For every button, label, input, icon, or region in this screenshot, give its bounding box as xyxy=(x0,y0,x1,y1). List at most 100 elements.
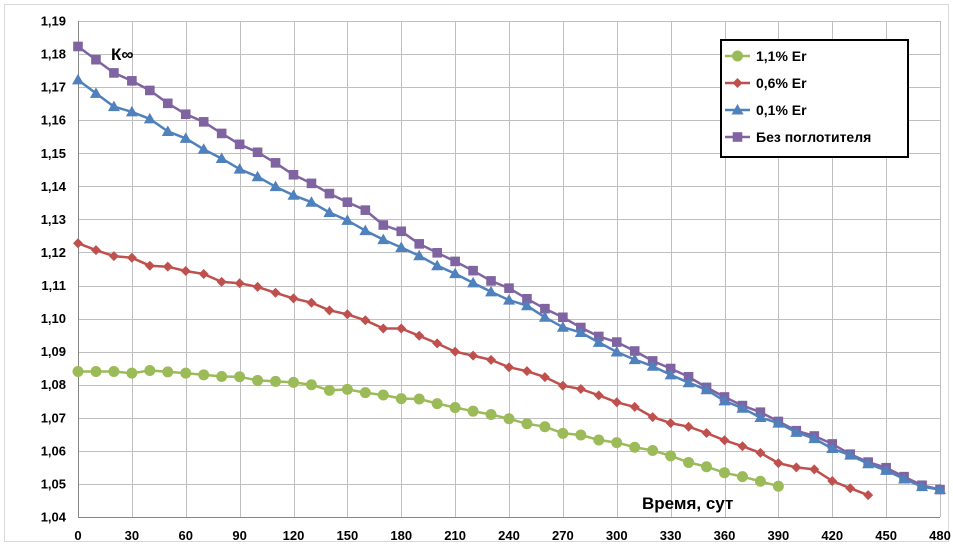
y-tick-label: 1,17 xyxy=(41,80,66,95)
data-point xyxy=(359,224,372,236)
data-point xyxy=(773,458,784,469)
data-point xyxy=(378,323,389,334)
data-point xyxy=(198,268,209,279)
data-point xyxy=(718,394,731,406)
data-point xyxy=(575,429,587,441)
data-point xyxy=(73,41,83,52)
data-point xyxy=(610,345,623,357)
data-point xyxy=(772,480,784,492)
data-point xyxy=(414,239,425,249)
data-point xyxy=(145,85,155,96)
data-point xyxy=(89,87,102,98)
data-point xyxy=(468,350,479,361)
legend-item: 0,6% Er xyxy=(725,75,807,91)
series-diamond xyxy=(73,238,874,501)
data-point xyxy=(934,483,946,495)
data-point xyxy=(593,434,605,446)
data-point xyxy=(288,293,299,304)
x-tick-label: 90 xyxy=(232,528,246,543)
data-point xyxy=(234,139,245,150)
y-tick-label: 1,07 xyxy=(41,410,66,425)
data-point xyxy=(127,76,137,86)
data-point xyxy=(108,251,119,262)
series-line xyxy=(78,369,779,488)
data-point xyxy=(556,321,569,332)
data-point xyxy=(180,367,192,379)
x-tick-label: 240 xyxy=(498,528,520,543)
data-point xyxy=(629,346,640,356)
data-point xyxy=(72,366,84,378)
data-point xyxy=(90,245,101,256)
legend: 1,1% Er 0,6% Er 0,1% Er Без поглотителя xyxy=(720,39,909,158)
data-point xyxy=(197,143,210,154)
data-point xyxy=(449,402,461,414)
data-point xyxy=(179,132,192,143)
series-circle xyxy=(72,365,784,492)
x-tick-label: 60 xyxy=(179,528,193,543)
data-point xyxy=(396,226,407,237)
data-point xyxy=(558,312,568,323)
data-point xyxy=(646,360,659,371)
x-tick-label: 0 xyxy=(74,528,81,543)
data-point xyxy=(628,353,641,365)
data-point xyxy=(575,384,586,395)
data-point xyxy=(719,467,730,479)
data-point xyxy=(431,398,443,410)
data-point xyxy=(809,464,820,475)
y-tick-label: 1,11 xyxy=(41,278,66,293)
data-point xyxy=(719,435,730,446)
data-point xyxy=(683,421,694,432)
data-point xyxy=(665,418,676,429)
x-tick-label: 450 xyxy=(875,528,897,543)
data-point xyxy=(611,437,623,449)
data-point xyxy=(754,411,767,422)
data-point xyxy=(629,401,640,412)
data-point xyxy=(485,285,498,297)
y-tick-label: 1,09 xyxy=(41,344,66,359)
data-point xyxy=(252,147,263,158)
data-point xyxy=(504,283,514,293)
y-tick-label: 1,06 xyxy=(41,443,66,458)
data-point xyxy=(449,267,462,279)
x-tick-label: 30 xyxy=(125,528,139,543)
x-tick-label: 270 xyxy=(552,528,574,543)
y-tick-label: 1,13 xyxy=(41,212,66,227)
data-point xyxy=(215,152,228,164)
data-point xyxy=(252,281,263,292)
data-point xyxy=(324,188,335,199)
y-annotation: К∞ xyxy=(111,45,134,64)
data-point xyxy=(683,456,695,468)
data-point xyxy=(109,68,119,78)
data-point xyxy=(790,426,803,437)
data-point xyxy=(234,371,246,383)
data-point xyxy=(522,293,532,304)
data-point xyxy=(467,405,479,417)
data-point xyxy=(504,362,514,373)
data-point xyxy=(826,442,839,454)
data-point xyxy=(378,220,389,230)
data-point xyxy=(269,180,282,192)
data-point xyxy=(198,369,210,381)
legend-label: 0,1% Er xyxy=(756,102,807,118)
data-point xyxy=(736,402,749,413)
y-tick-label: 1,04 xyxy=(41,510,67,525)
legend-label: 1,1% Er xyxy=(756,48,807,64)
data-point xyxy=(664,368,677,380)
data-point xyxy=(216,276,227,287)
data-point xyxy=(233,163,246,174)
y-tick-label: 1,14 xyxy=(41,179,67,194)
data-point xyxy=(611,397,622,408)
data-point xyxy=(844,449,857,460)
data-point xyxy=(732,132,743,142)
data-point xyxy=(306,178,317,189)
data-point xyxy=(827,475,838,486)
data-point xyxy=(538,311,551,322)
x-tick-label: 150 xyxy=(337,528,359,543)
data-point xyxy=(90,366,102,378)
data-point xyxy=(737,441,748,452)
data-point xyxy=(503,294,515,305)
y-tick-label: 1,18 xyxy=(41,47,66,62)
data-point xyxy=(754,475,766,487)
